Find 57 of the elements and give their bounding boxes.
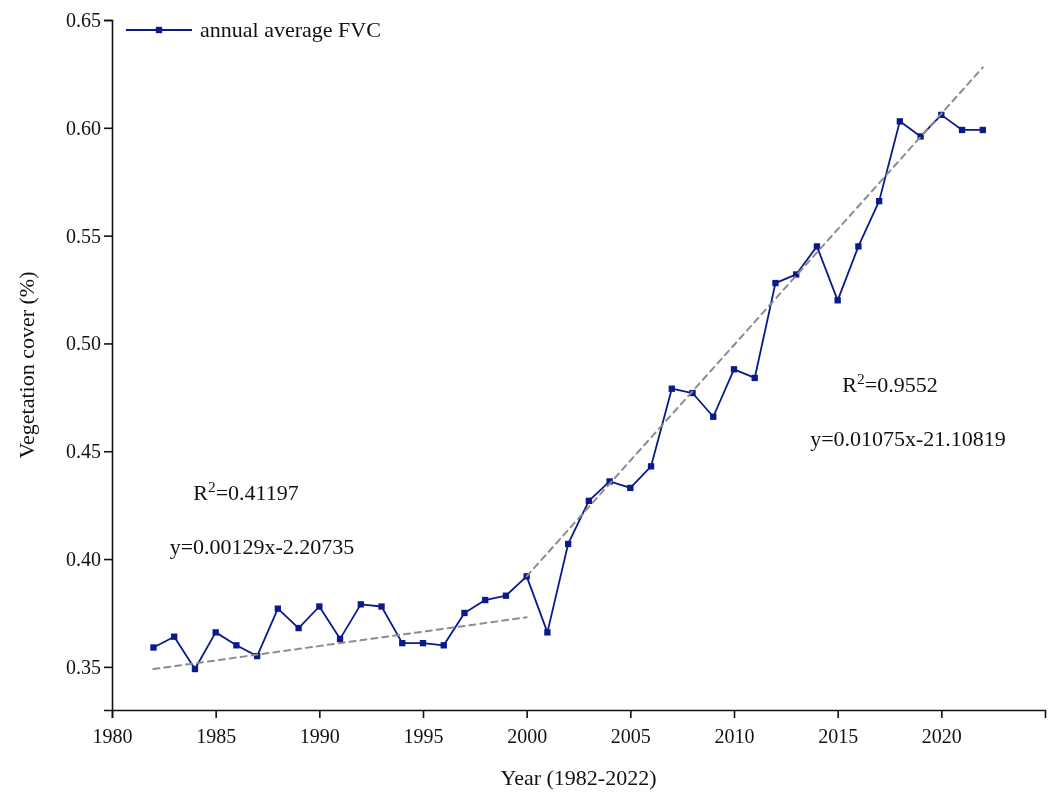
point	[336, 635, 344, 643]
point	[979, 126, 986, 134]
point	[668, 385, 675, 392]
point	[896, 118, 904, 125]
y-tick-label: 0.60	[66, 116, 101, 139]
x-tick-label: 2020	[921, 725, 962, 747]
point	[585, 497, 593, 505]
point	[212, 629, 219, 636]
y-tick-label: 0.40	[66, 547, 101, 570]
x-tick-label: 1985	[196, 725, 237, 747]
point	[274, 605, 282, 612]
y-tick-label: 0.55	[66, 224, 101, 247]
annotation: y=0.01075x-21.10819	[810, 426, 1006, 451]
point	[171, 633, 178, 640]
point	[502, 592, 510, 599]
point	[191, 665, 199, 673]
x-tick-label: 1995	[403, 725, 444, 747]
y-tick-label: 0.35	[66, 655, 101, 678]
x-tick-label: 1980	[92, 725, 133, 747]
point	[544, 629, 551, 636]
x-tick-label: 1990	[299, 725, 340, 747]
x-axis-title: Year (1982-2022)	[500, 765, 657, 790]
point	[461, 609, 468, 617]
point	[564, 540, 572, 548]
y-tick-label: 0.50	[66, 332, 101, 355]
x-tick-label: 2010	[714, 725, 755, 747]
x-tick-label: 2005	[610, 725, 651, 747]
point	[440, 642, 447, 649]
y-axis-title: Vegetation cover (%)	[14, 271, 39, 459]
point	[647, 463, 655, 470]
annotation: R$^{2}$=0.41197	[193, 477, 299, 505]
point	[627, 484, 634, 492]
annotation: R$^{2}$=0.9552	[842, 369, 938, 397]
point	[233, 642, 240, 649]
x-tick-label: 2015	[818, 725, 859, 747]
point	[855, 243, 862, 250]
point	[834, 297, 841, 304]
point	[875, 197, 883, 205]
y-tick-label: 0.45	[66, 440, 101, 463]
point	[316, 603, 323, 610]
point	[419, 639, 427, 647]
point	[730, 366, 738, 373]
point	[399, 639, 406, 647]
annotation: y=0.00129x-2.20735	[169, 534, 355, 559]
point	[482, 596, 489, 604]
point	[357, 601, 364, 608]
point	[378, 603, 385, 610]
y-tick-label: 0.65	[66, 8, 101, 31]
point	[150, 644, 157, 651]
point	[295, 624, 302, 632]
point	[710, 413, 717, 420]
point	[813, 243, 821, 250]
point	[958, 126, 966, 134]
legend-label: annual average FVC	[200, 17, 381, 42]
point	[772, 279, 779, 287]
point	[751, 374, 758, 382]
x-tick-label: 2000	[507, 725, 548, 747]
